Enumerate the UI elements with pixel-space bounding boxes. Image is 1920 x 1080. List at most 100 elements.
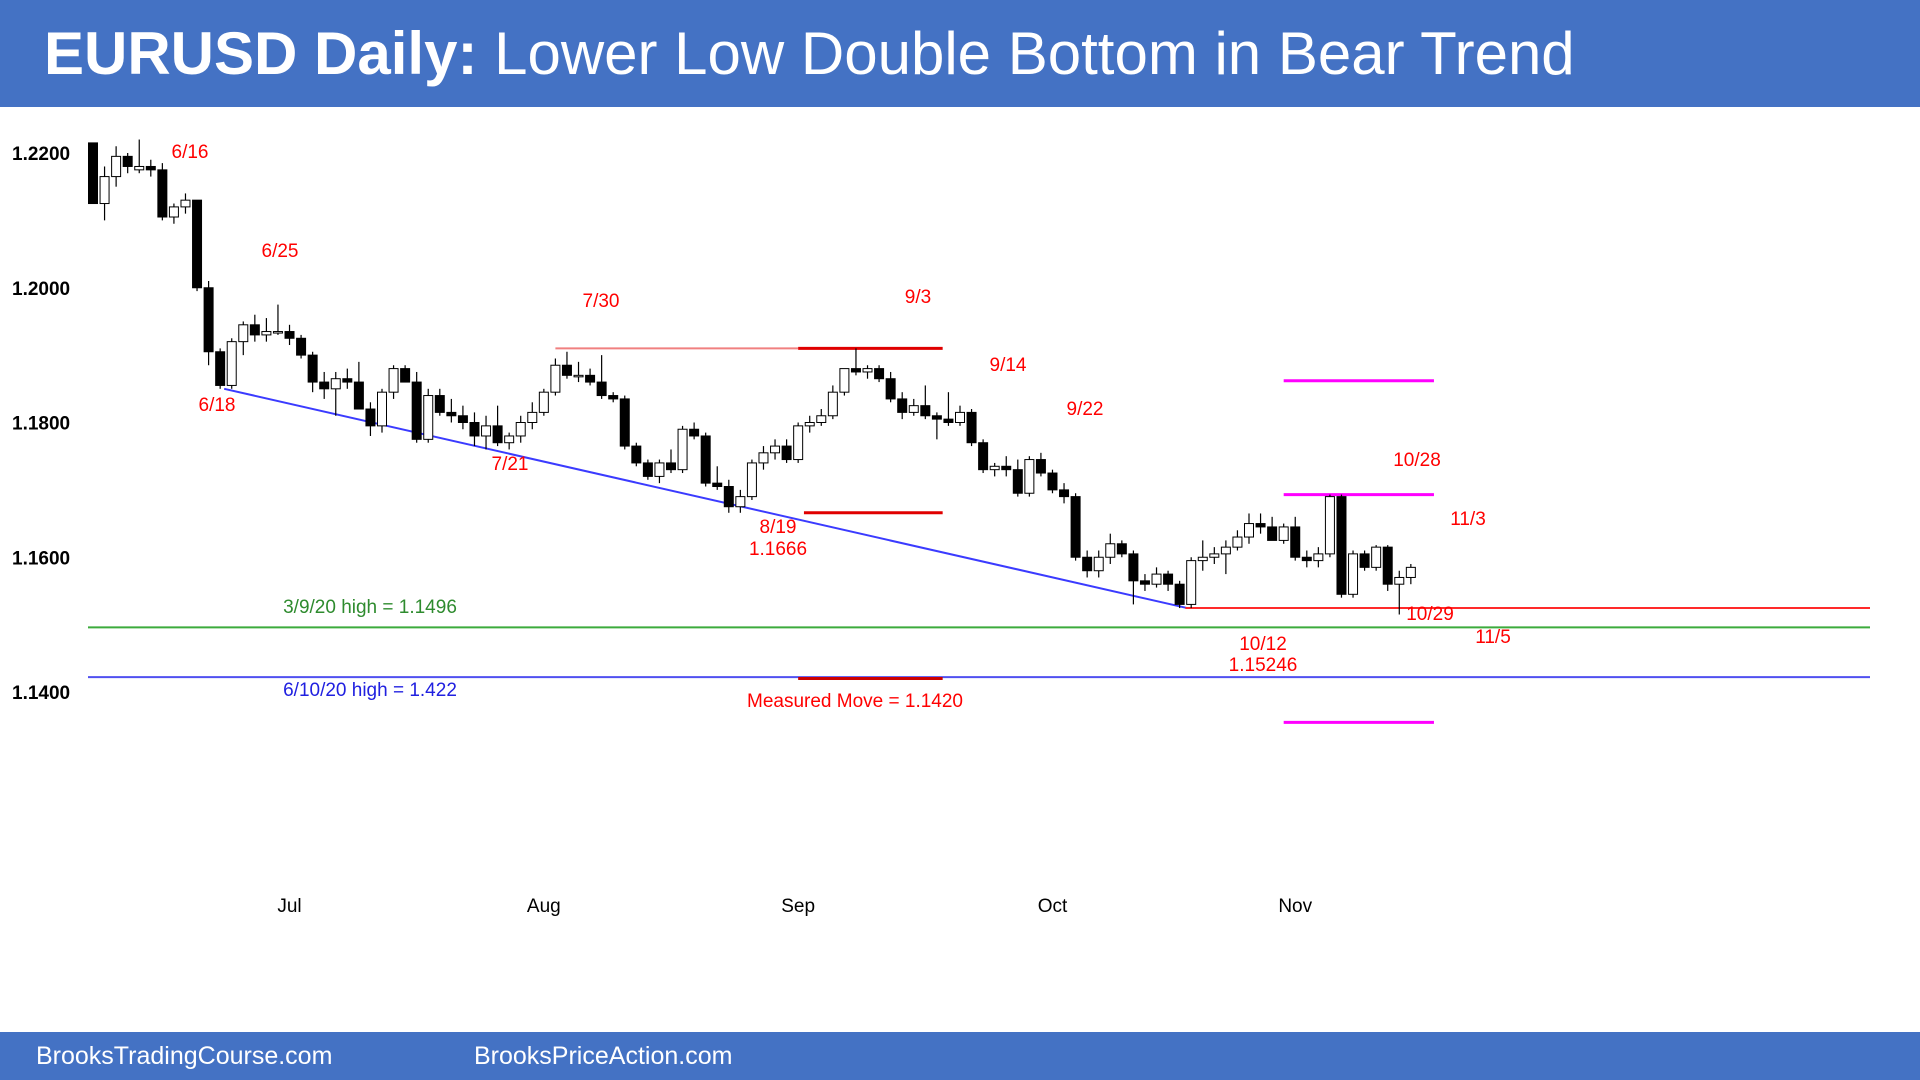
bull-candle-body (1324, 496, 1335, 555)
bull-candle-body (1220, 546, 1231, 555)
reference-lines (88, 346, 1870, 724)
bear-candle-body (319, 381, 330, 390)
bear-candle-body (608, 395, 619, 400)
candle (388, 365, 399, 399)
candle (215, 348, 226, 389)
bear-candle-body (88, 142, 98, 205)
title-rest: Lower Low Double Bottom in Bear Trend (477, 20, 1575, 87)
bull-candle-body (804, 422, 815, 427)
candle (1082, 550, 1093, 578)
bear-candle-body (1001, 465, 1012, 471)
candle (1116, 540, 1127, 558)
bear-candle-body (342, 378, 353, 383)
footer-link-trading-course[interactable]: BrooksTradingCourse.com (36, 1042, 333, 1070)
candle (827, 385, 838, 420)
candle (1012, 459, 1023, 497)
candle (1313, 547, 1324, 568)
bear-candle-body (434, 395, 445, 413)
bear-candle-body (561, 364, 572, 376)
bull-candle-body (388, 368, 399, 393)
y-tick-label: 1.1600 (12, 548, 70, 569)
bull-candle-body (1394, 576, 1405, 585)
candle (804, 415, 815, 433)
bear-candle-body (1047, 472, 1058, 491)
candle (180, 193, 191, 214)
bear-candle-body (1139, 580, 1150, 585)
bear-candle-body (469, 422, 480, 437)
annotation-label: 6/25 (262, 241, 299, 262)
candle (770, 439, 781, 460)
bull-candle-body (758, 452, 769, 464)
bear-candle-body (723, 486, 734, 508)
candle (226, 338, 237, 389)
candle (377, 388, 387, 433)
candle (920, 385, 931, 420)
bear-candle-body (296, 337, 307, 356)
candle (712, 466, 723, 490)
bear-candle-body (885, 378, 896, 400)
candle (1290, 516, 1301, 561)
candle (122, 153, 133, 174)
annotation-label: 7/30 (583, 291, 620, 312)
bear-candle-body (666, 462, 676, 471)
candle (585, 368, 596, 386)
bear-candle-body (157, 169, 168, 218)
candle (400, 365, 411, 383)
candle (746, 459, 757, 500)
bear-candle-body (712, 482, 723, 488)
annotation-label: 9/14 (990, 355, 1027, 376)
bull-candle-body (1348, 553, 1359, 595)
candle (1336, 494, 1347, 598)
bear-candle-body (619, 398, 630, 447)
bull-candle-body (735, 496, 746, 508)
bear-candle-body (457, 415, 468, 424)
bull-candle-body (1093, 556, 1104, 572)
bull-candle-body (573, 374, 584, 378)
bear-candle-body (1012, 469, 1023, 494)
bear-candle-body (1301, 556, 1312, 562)
candle (908, 398, 919, 416)
annotation-label: 10/28 (1393, 450, 1441, 471)
annotation-label: 11/3 (1450, 509, 1486, 530)
chart-title: EURUSD Daily: Lower Low Double Bottom in… (44, 18, 1575, 90)
y-tick-label: 1.1400 (12, 683, 70, 704)
candles (88, 139, 1416, 615)
candle (99, 166, 110, 221)
bull-candle-body (134, 165, 145, 171)
bull-candle-body (816, 415, 827, 424)
x-tick-label: Jul (277, 896, 301, 917)
candle (897, 392, 908, 420)
candle (816, 409, 827, 426)
candle (469, 412, 480, 447)
candle (434, 388, 445, 416)
candle (330, 371, 341, 416)
candle (1359, 550, 1370, 571)
candle (319, 371, 330, 399)
candle (1394, 570, 1405, 615)
line-labels: 3/9/20 high = 1.1496 6/10/20 high = 1.422… (283, 597, 963, 712)
candle (1163, 570, 1174, 591)
annotation-label: 9/3 (905, 287, 931, 308)
candle (261, 318, 272, 342)
candle (411, 371, 422, 443)
candle (642, 459, 653, 480)
candle (1047, 469, 1058, 494)
bull-candle-body (1186, 560, 1197, 605)
bear-candle-body (284, 331, 295, 339)
bull-candle-body (839, 368, 850, 393)
footer-link-price-action[interactable]: BrooksPriceAction.com (474, 1042, 733, 1070)
candle (481, 415, 492, 450)
bull-candle-body (1313, 553, 1324, 562)
candle (238, 321, 249, 356)
bull-candle-body (1405, 566, 1416, 578)
candle (1348, 550, 1359, 598)
bear-candle-body (446, 411, 457, 417)
x-tick-label: Aug (527, 896, 561, 917)
bear-candle-body (631, 445, 642, 464)
bull-candle-body (168, 206, 179, 218)
candle (1278, 523, 1289, 544)
candle (1255, 513, 1266, 534)
bull-candle-body (1244, 523, 1254, 538)
candle (145, 159, 156, 177)
annotations: 6/16 6/25 6/18 7/21 7/30 9/3 9/14 9/22 8/191.166… (172, 142, 1511, 676)
